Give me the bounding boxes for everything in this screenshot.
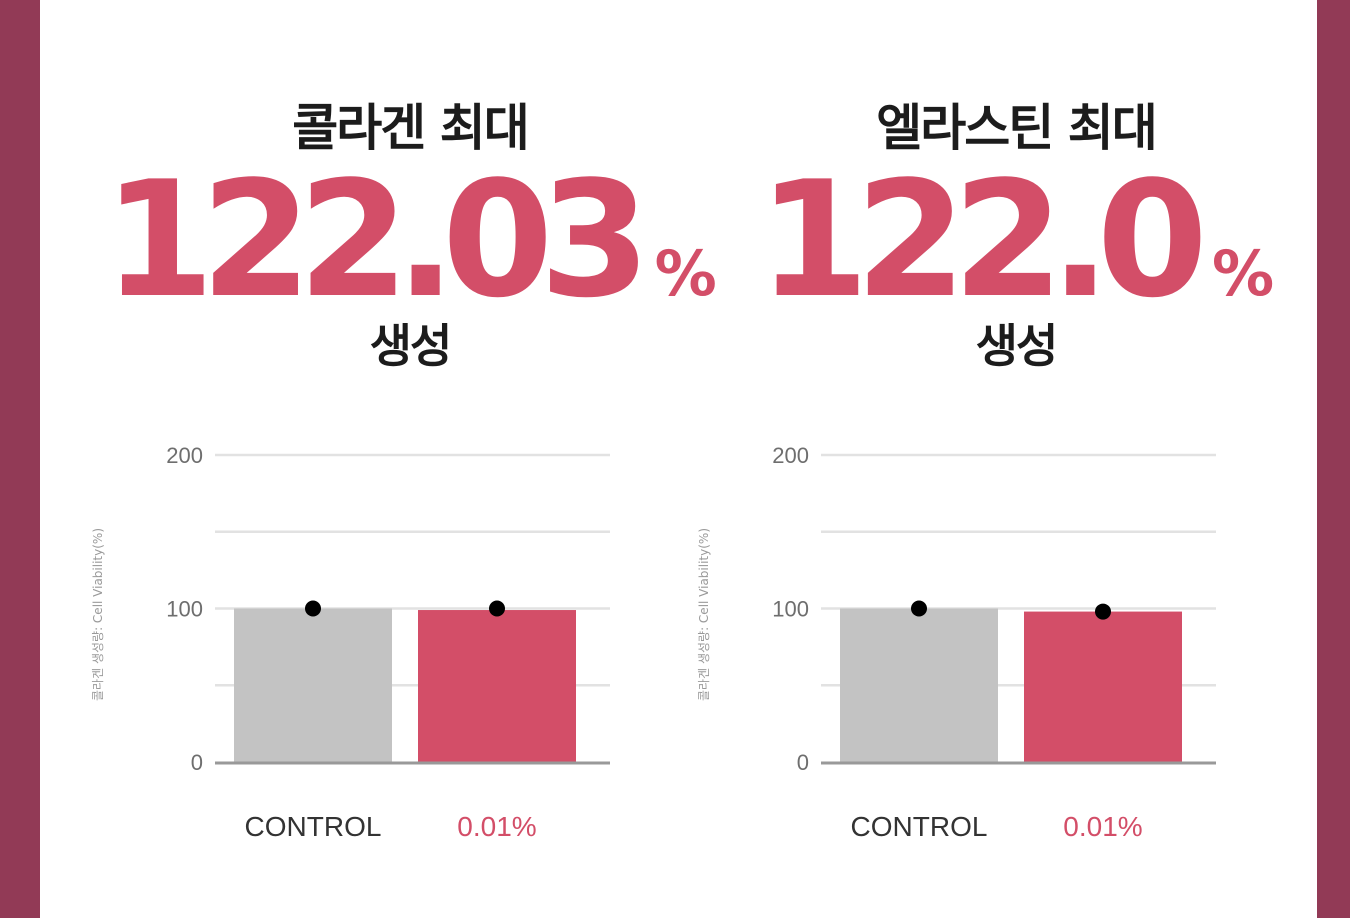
y-tick-label: 200 (772, 443, 809, 468)
data-point (489, 600, 505, 617)
headline-suffix: 생성 (975, 319, 1059, 373)
elastin-block: 엘라스틴 최대 122.0 % 생성 0 100 200 콜라겐 생성량: Cell … (697, 0, 1316, 918)
category-label: CONTROL (851, 811, 988, 842)
y-axis-label: 콜라겐 생성량: Cell Viability(%) (697, 528, 711, 701)
y-tick-label: 200 (166, 443, 203, 468)
y-tick-label: 100 (772, 597, 809, 622)
elastin-bar-chart: 0 100 200 콜라겐 생성량: Cell Viability(%) CONTROL… (697, 443, 1216, 842)
y-tick-label: 0 (797, 750, 809, 775)
data-point (911, 600, 927, 617)
collagen-block: 콜라겐 최대 122.03 % 생성 0 100 200 콜라겐 생성량: Cell … (91, 0, 717, 918)
content-panel: 콜라겐 최대 122.03 % 생성 0 100 200 콜라겐 생성량: Cell … (40, 0, 1317, 918)
y-tick-label: 100 (166, 597, 203, 622)
y-tick-label: 0 (191, 750, 203, 775)
y-axis-label: 콜라겐 생성량: Cell Viability(%) (91, 528, 105, 701)
category-label: 0.01% (1063, 811, 1142, 842)
category-label: 0.01% (457, 811, 536, 842)
headline-figure: 122.0 % (716, 160, 1316, 320)
bar (840, 608, 998, 762)
bar (1024, 611, 1182, 762)
headline-figure: 122.03 % (103, 160, 717, 320)
panel-heading: 콜라겐 최대 (292, 99, 529, 157)
headline-unit: % (654, 237, 717, 310)
bar (418, 610, 576, 762)
collagen-bar-chart: 0 100 200 콜라겐 생성량: Cell Viability(%) CONTROL… (91, 443, 610, 842)
headline-value: 122.03 (103, 146, 650, 333)
headline-suffix: 생성 (369, 319, 453, 373)
data-point (305, 600, 321, 617)
data-point (1095, 603, 1111, 620)
category-label: CONTROL (245, 811, 382, 842)
headline-unit: % (1211, 237, 1275, 310)
panel-heading: 엘라스틴 최대 (876, 99, 1157, 157)
bar (234, 608, 392, 762)
headline-value: 122.0 (757, 146, 1208, 333)
